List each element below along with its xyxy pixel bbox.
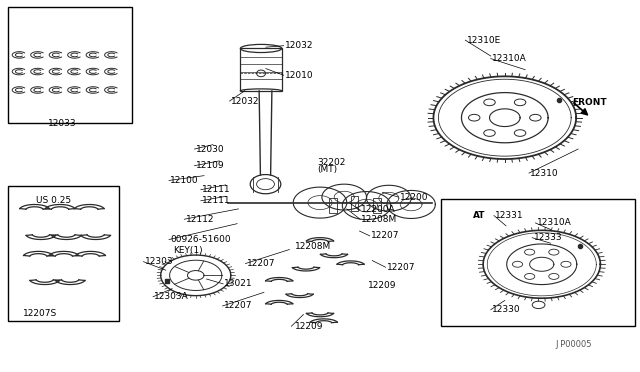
Bar	[241, 48, 282, 91]
Text: 12209: 12209	[294, 322, 323, 331]
Text: J P00005: J P00005	[556, 340, 592, 349]
Text: 12310A: 12310A	[492, 54, 527, 63]
Text: US 0.25: US 0.25	[36, 196, 72, 205]
Text: 12112: 12112	[186, 215, 214, 224]
Text: 32202: 32202	[317, 157, 345, 167]
Text: 12030: 12030	[196, 145, 225, 154]
Text: FRONT: FRONT	[572, 99, 606, 108]
Text: 12032: 12032	[285, 41, 314, 50]
Text: 12209: 12209	[368, 281, 396, 290]
Text: AT: AT	[473, 211, 485, 220]
Text: 12032: 12032	[231, 97, 259, 106]
Text: 12303: 12303	[145, 257, 173, 266]
Text: 12010: 12010	[285, 71, 314, 80]
Text: 00926-51600: 00926-51600	[170, 235, 231, 244]
Text: 12207: 12207	[371, 231, 399, 240]
Text: 12333: 12333	[534, 233, 562, 242]
Text: (MT): (MT)	[317, 165, 337, 174]
Text: 12111: 12111	[202, 185, 231, 194]
Text: 12310E: 12310E	[467, 36, 501, 45]
Text: 12303A: 12303A	[154, 292, 189, 301]
Text: 12330: 12330	[492, 305, 521, 314]
Text: 12207: 12207	[246, 259, 275, 268]
Bar	[8, 7, 132, 123]
Text: 13021: 13021	[225, 279, 253, 288]
Text: 12200: 12200	[399, 193, 428, 202]
Text: 12331: 12331	[495, 211, 524, 220]
Text: 12208M: 12208M	[362, 215, 397, 224]
Text: KEY(1): KEY(1)	[173, 246, 203, 255]
Text: 12208M: 12208M	[294, 243, 331, 251]
Text: 12207S: 12207S	[22, 309, 57, 318]
Text: 12310A: 12310A	[537, 218, 572, 227]
Text: 12111: 12111	[202, 196, 231, 205]
Text: 12109: 12109	[196, 161, 225, 170]
Bar	[373, 198, 381, 212]
Text: 12033: 12033	[47, 119, 76, 128]
Text: 12200A: 12200A	[362, 205, 396, 215]
Text: 12310: 12310	[531, 169, 559, 177]
Text: 12207: 12207	[225, 301, 253, 311]
Bar	[441, 199, 636, 326]
Bar	[329, 198, 337, 212]
Text: 12100: 12100	[170, 176, 199, 185]
Bar	[8, 186, 119, 321]
Text: 12207: 12207	[387, 263, 415, 272]
Bar	[351, 196, 358, 211]
